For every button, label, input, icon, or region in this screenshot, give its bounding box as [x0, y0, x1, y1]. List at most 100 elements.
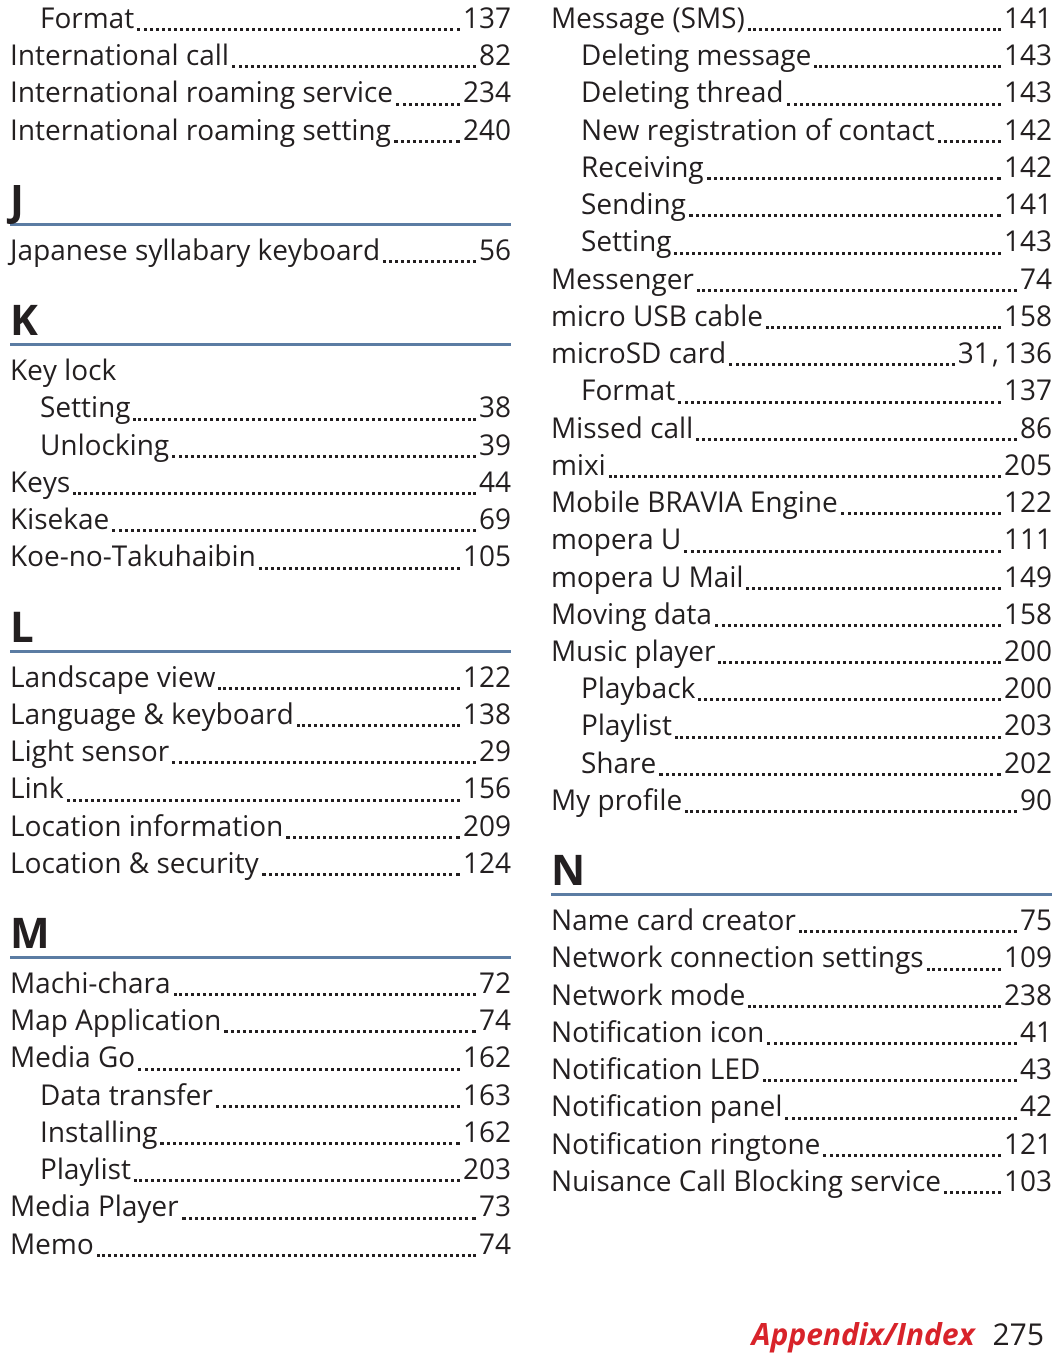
leader-dots	[718, 646, 1001, 664]
index-entry-page: 43	[1020, 1051, 1052, 1088]
index-entry-label: Format	[581, 372, 675, 409]
page-separator: ,	[992, 334, 999, 372]
index-entry-page: 39	[479, 427, 511, 464]
index-entry-page: 82	[479, 37, 511, 74]
index-entry-page: 103	[1004, 1163, 1052, 1200]
index-entry: Name card creator75	[551, 902, 1052, 939]
index-entry-page: 111	[1004, 521, 1052, 558]
index-entry-page: 234	[463, 74, 511, 111]
index-entry-label: Notification ringtone	[551, 1126, 820, 1163]
leader-dots	[707, 162, 1001, 180]
index-entry: Data transfer163	[10, 1077, 511, 1114]
leader-dots	[715, 609, 1001, 627]
leader-dots	[814, 50, 1001, 68]
index-entry-label: Key lock	[10, 352, 116, 389]
index-entry: Keys44	[10, 464, 511, 501]
index-entry-page: 74	[479, 1226, 511, 1263]
leader-dots	[763, 1064, 1017, 1082]
leader-dots	[697, 273, 1017, 291]
index-entry: mixi205	[551, 447, 1052, 484]
leader-dots	[137, 13, 460, 31]
index-entry: Nuisance Call Blocking service103	[551, 1163, 1052, 1200]
index-entry-label: Setting	[40, 389, 130, 426]
section-rule	[10, 223, 511, 226]
index-entry-label: Sending	[581, 186, 686, 223]
index-entry: Receiving142	[551, 149, 1052, 186]
index-entry-label: Light sensor	[10, 733, 169, 770]
index-entry-page: 41	[1020, 1014, 1052, 1051]
index-entry: Key lock	[10, 352, 511, 389]
footer-page-number: 275	[993, 1313, 1044, 1354]
index-entry-label: Receiving	[581, 149, 704, 186]
index-entry-page: 137	[1004, 372, 1052, 409]
index-entry-page: 141	[1004, 0, 1052, 37]
index-section-letter: M	[10, 912, 511, 954]
index-entry-label: Keys	[10, 464, 70, 501]
index-entry-page: 74	[1020, 261, 1052, 298]
leader-dots	[172, 746, 476, 764]
index-entry: mopera U111	[551, 521, 1052, 558]
index-entry-page: 143	[1004, 74, 1052, 111]
index-entry-page: 138	[463, 696, 511, 733]
section-rule	[551, 893, 1052, 896]
leader-dots	[97, 1238, 476, 1256]
index-entry: Unlocking39	[10, 427, 511, 464]
leader-dots	[698, 683, 1001, 701]
index-entry: Network connection settings109	[551, 939, 1052, 976]
index-entry-page: 143	[1004, 37, 1052, 74]
index-entry-label: Kisekae	[10, 501, 109, 538]
index-entry: Playlist203	[10, 1151, 511, 1188]
index-entry-label: Location information	[10, 808, 283, 845]
index-entry-page: 137	[463, 0, 511, 37]
leader-dots	[748, 13, 1001, 31]
leader-dots	[232, 50, 476, 68]
index-entry: Format 137	[551, 372, 1052, 409]
leader-dots	[112, 514, 476, 532]
index-entry: Koe-no-Takuhaibin105	[10, 538, 511, 575]
index-entry: Music player200	[551, 633, 1052, 670]
leader-dots	[297, 709, 460, 727]
leader-dots	[785, 1101, 1017, 1119]
index-entry-page: 158	[1004, 596, 1052, 633]
index-entry: Message (SMS) 141	[551, 0, 1052, 37]
index-entry-page: 69	[479, 501, 511, 538]
index-entry-page: 75	[1020, 902, 1052, 939]
leader-dots	[138, 1052, 460, 1070]
leader-dots	[746, 571, 1001, 589]
index-section-letter: L	[10, 606, 511, 648]
index-entry-label: Network connection settings	[551, 939, 924, 976]
index-entry-label: International roaming service	[10, 74, 393, 111]
index-entry: Setting38	[10, 389, 511, 426]
leader-dots	[689, 199, 1001, 217]
index-entry-label: Installing	[40, 1114, 157, 1151]
index-entry-page: 86	[1020, 410, 1052, 447]
index-columns: Format137International call82Internation…	[10, 0, 1052, 1263]
index-entry: Mobile BRAVIA Engine122	[551, 484, 1052, 521]
leader-dots	[787, 87, 1001, 105]
index-entry: Notification panel42	[551, 1088, 1052, 1125]
leader-dots	[182, 1201, 476, 1219]
index-entry-label: Mobile BRAVIA Engine	[551, 484, 838, 521]
index-entry: Landscape view122	[10, 659, 511, 696]
index-entry-label: My profile	[551, 782, 682, 819]
index-entry-page: 200	[1004, 633, 1052, 670]
index-entry-page: 162	[463, 1114, 511, 1151]
index-entry: Memo74	[10, 1226, 511, 1263]
leader-dots	[674, 236, 1000, 254]
leader-dots	[841, 497, 1001, 515]
index-entry-page: 121	[1004, 1126, 1052, 1163]
index-entry-label: Playlist	[40, 1151, 131, 1188]
index-entry-page: 142	[1004, 112, 1052, 149]
index-entry-label: Location & security	[10, 845, 259, 882]
index-entry-page: 90	[1020, 782, 1052, 819]
index-entry-page: 42	[1020, 1088, 1052, 1125]
index-entry-label: Data transfer	[40, 1077, 213, 1114]
index-entry: New registration of contact142	[551, 112, 1052, 149]
index-column: Format137International call82Internation…	[10, 0, 511, 1263]
leader-dots	[67, 783, 460, 801]
index-entry: micro USB cable158	[551, 298, 1052, 335]
index-entry-page: 203	[1004, 707, 1052, 744]
index-entry-label: Message (SMS)	[551, 0, 745, 37]
leader-dots	[659, 758, 1001, 776]
index-entry: Language & keyboard138	[10, 696, 511, 733]
